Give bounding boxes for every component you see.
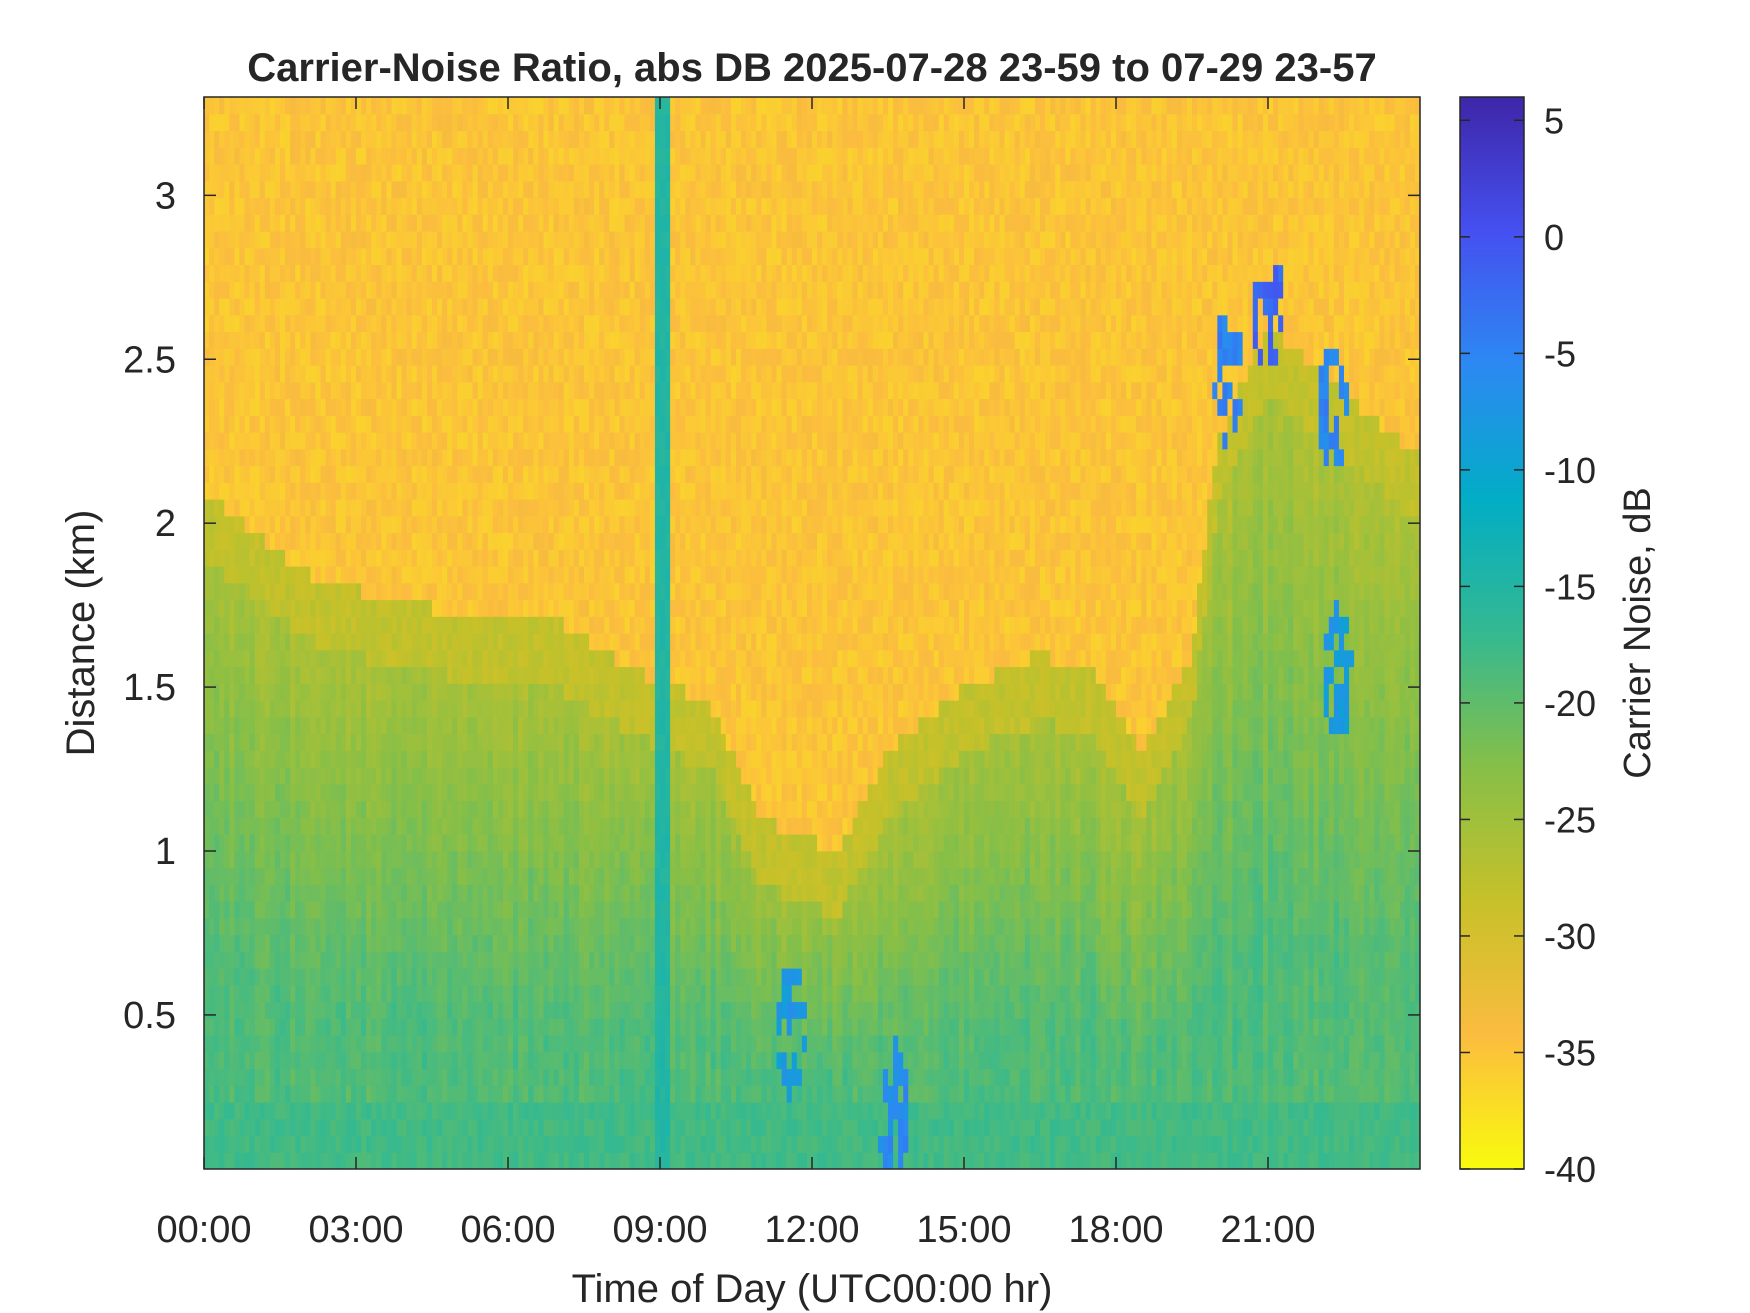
colorbar — [1459, 96, 1525, 1170]
colorbar-axis: -40 -35 -30 -25 -20 -15 -10 -5 0 5 — [1460, 100, 1596, 1190]
y-tick-label: 2.5 — [123, 339, 176, 381]
x-tick-label: 09:00 — [612, 1209, 707, 1251]
colorbar-tick-label: -10 — [1544, 450, 1596, 491]
x-tick-label: 06:00 — [460, 1209, 555, 1251]
y-tick-label: 2 — [155, 503, 176, 545]
colorbar-tick-label: -5 — [1544, 333, 1576, 374]
y-axis: 0.5 1 1.5 2 2.5 3 — [123, 175, 1420, 1037]
y-tick-label: 0.5 — [123, 995, 176, 1037]
x-tick-label: 18:00 — [1068, 1209, 1163, 1251]
x-tick-label: 03:00 — [308, 1209, 403, 1251]
x-tick-label: 21:00 — [1220, 1209, 1315, 1251]
x-tick-label: 00:00 — [156, 1209, 251, 1251]
colorbar-tick-label: 5 — [1544, 100, 1564, 141]
colorbar-label: Carrier Noise, dB — [1617, 487, 1659, 778]
y-tick-label: 1.5 — [123, 667, 176, 709]
colorbar-tick-label: -25 — [1544, 799, 1596, 840]
colorbar-tick-label: -20 — [1544, 683, 1596, 724]
colorbar-tick-label: -40 — [1544, 1149, 1596, 1190]
colorbar-tick-label: -15 — [1544, 566, 1596, 607]
x-tick-label: 15:00 — [916, 1209, 1011, 1251]
colorbar-tick-label: -35 — [1544, 1032, 1596, 1073]
y-tick-label: 1 — [155, 831, 176, 873]
x-axis: 00:00 03:00 06:00 09:00 12:00 15:00 18:00 21:00 — [156, 97, 1316, 1251]
y-axis-label: Distance (km) — [59, 510, 103, 757]
x-tick-label: 12:00 — [764, 1209, 859, 1251]
y-tick-label: 3 — [155, 175, 176, 217]
colorbar-tick-label: -30 — [1544, 916, 1596, 957]
heatmap-image — [204, 97, 1420, 1169]
x-axis-label: Time of Day (UTC00:00 hr) — [572, 1267, 1053, 1311]
chart-title: Carrier-Noise Ratio, abs DB 2025-07-28 2… — [247, 46, 1376, 90]
colorbar-tick-label: 0 — [1544, 217, 1564, 258]
